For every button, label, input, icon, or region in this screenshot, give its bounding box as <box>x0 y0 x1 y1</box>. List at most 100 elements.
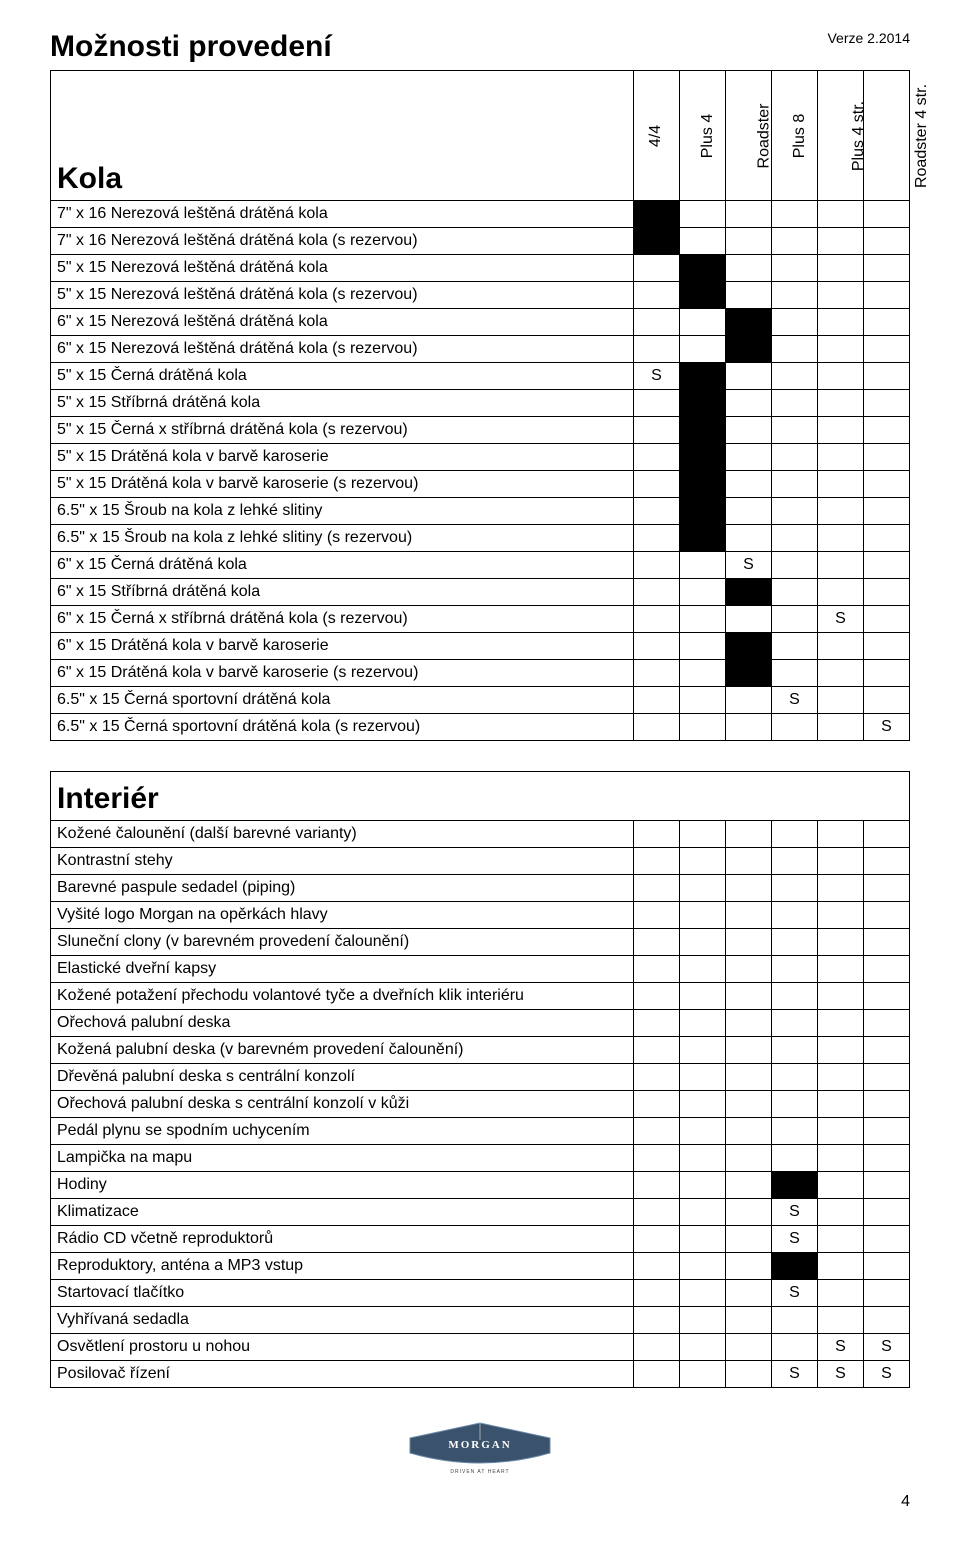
option-cell <box>772 714 818 741</box>
table-row: Kožená palubní deska (v barevném provede… <box>51 1037 910 1064</box>
row-label: 5" x 15 Drátěná kola v barvě karoserie <box>51 444 634 471</box>
option-cell: S <box>817 1334 863 1361</box>
table-row: Kožené potažení přechodu volantové tyče … <box>51 983 910 1010</box>
option-cell <box>863 1226 909 1253</box>
table-row: Hodiny <box>51 1172 910 1199</box>
row-label: Dřevěná palubní deska s centrální konzol… <box>51 1064 634 1091</box>
option-cell <box>726 498 772 525</box>
option-cell <box>863 1199 909 1226</box>
option-cell <box>634 660 680 687</box>
option-cell <box>863 875 909 902</box>
option-cell <box>725 956 771 983</box>
option-cell <box>725 1199 771 1226</box>
option-cell <box>634 525 680 552</box>
option-cell <box>680 309 726 336</box>
table-row: Pedál plynu se spodním uchycením <box>51 1118 910 1145</box>
option-cell <box>863 1172 909 1199</box>
table-row: Elastické dveřní kapsy <box>51 956 910 983</box>
row-label: 7" x 16 Nerezová leštěná drátěná kola (s… <box>51 228 634 255</box>
option-cell <box>680 282 726 309</box>
option-cell <box>818 363 864 390</box>
row-label: 6.5" x 15 Šroub na kola z lehké slitiny … <box>51 525 634 552</box>
option-cell <box>633 1172 679 1199</box>
option-cell <box>725 1334 771 1361</box>
option-cell <box>726 336 772 363</box>
table-row: 6" x 15 Drátěná kola v barvě karoserie <box>51 633 910 660</box>
row-label: 5" x 15 Černá x stříbrná drátěná kola (s… <box>51 417 634 444</box>
option-cell <box>726 687 772 714</box>
option-cell <box>772 309 818 336</box>
option-cell <box>633 1118 679 1145</box>
table-row: Rádio CD včetně reproduktorůS <box>51 1226 910 1253</box>
option-cell <box>679 848 725 875</box>
option-cell <box>818 255 864 282</box>
option-cell <box>679 1172 725 1199</box>
option-cell <box>634 444 680 471</box>
option-cell <box>634 201 680 228</box>
option-cell <box>726 471 772 498</box>
interier-heading: Interiér <box>51 772 910 821</box>
row-label: Ořechová palubní deska <box>51 1010 634 1037</box>
option-cell <box>679 1253 725 1280</box>
option-cell <box>634 282 680 309</box>
option-cell <box>634 228 680 255</box>
version-label: Verze 2.2014 <box>827 30 910 46</box>
option-cell <box>725 983 771 1010</box>
option-cell: S <box>634 363 680 390</box>
row-label: Klimatizace <box>51 1199 634 1226</box>
option-cell <box>818 633 864 660</box>
row-label: 6.5" x 15 Černá sportovní drátěná kola <box>51 687 634 714</box>
option-cell <box>679 956 725 983</box>
option-cell <box>817 1199 863 1226</box>
option-cell <box>863 1280 909 1307</box>
option-cell <box>817 1280 863 1307</box>
row-label: 5" x 15 Černá drátěná kola <box>51 363 634 390</box>
row-label: Reproduktory, anténa a MP3 vstup <box>51 1253 634 1280</box>
row-label: Rádio CD včetně reproduktorů <box>51 1226 634 1253</box>
row-label: 5" x 15 Nerezová leštěná drátěná kola <box>51 255 634 282</box>
option-cell <box>863 1037 909 1064</box>
option-cell <box>771 929 817 956</box>
option-cell <box>726 525 772 552</box>
table-row: 6.5" x 15 Šroub na kola z lehké slitiny <box>51 498 910 525</box>
option-cell <box>864 228 910 255</box>
table-row: 6.5" x 15 Černá sportovní drátěná kola (… <box>51 714 910 741</box>
option-cell: S <box>772 687 818 714</box>
option-cell <box>680 363 726 390</box>
option-cell <box>818 471 864 498</box>
option-cell <box>679 821 725 848</box>
option-cell <box>725 1037 771 1064</box>
option-cell <box>771 1037 817 1064</box>
table-row: Vyhřívaná sedadla <box>51 1307 910 1334</box>
option-cell <box>634 471 680 498</box>
option-cell <box>725 1064 771 1091</box>
option-cell <box>726 255 772 282</box>
row-label: 7" x 16 Nerezová leštěná drátěná kola <box>51 201 634 228</box>
option-cell <box>679 1118 725 1145</box>
option-cell <box>817 956 863 983</box>
option-cell <box>726 363 772 390</box>
option-cell <box>725 848 771 875</box>
option-cell <box>634 714 680 741</box>
option-cell: S <box>864 714 910 741</box>
option-cell <box>680 633 726 660</box>
option-cell <box>679 1037 725 1064</box>
option-cell <box>726 282 772 309</box>
option-cell <box>680 714 726 741</box>
option-cell <box>680 390 726 417</box>
option-cell <box>818 498 864 525</box>
option-cell <box>634 687 680 714</box>
row-label: Elastické dveřní kapsy <box>51 956 634 983</box>
column-header: Plus 4 str. <box>818 71 864 201</box>
option-cell <box>680 498 726 525</box>
option-cell <box>725 1307 771 1334</box>
option-cell <box>679 1091 725 1118</box>
option-cell <box>725 1280 771 1307</box>
option-cell <box>679 1280 725 1307</box>
option-cell <box>818 552 864 579</box>
option-cell <box>772 390 818 417</box>
row-label: 6" x 15 Černá drátěná kola <box>51 552 634 579</box>
table-row: Kontrastní stehy <box>51 848 910 875</box>
option-cell <box>634 633 680 660</box>
option-cell <box>680 417 726 444</box>
